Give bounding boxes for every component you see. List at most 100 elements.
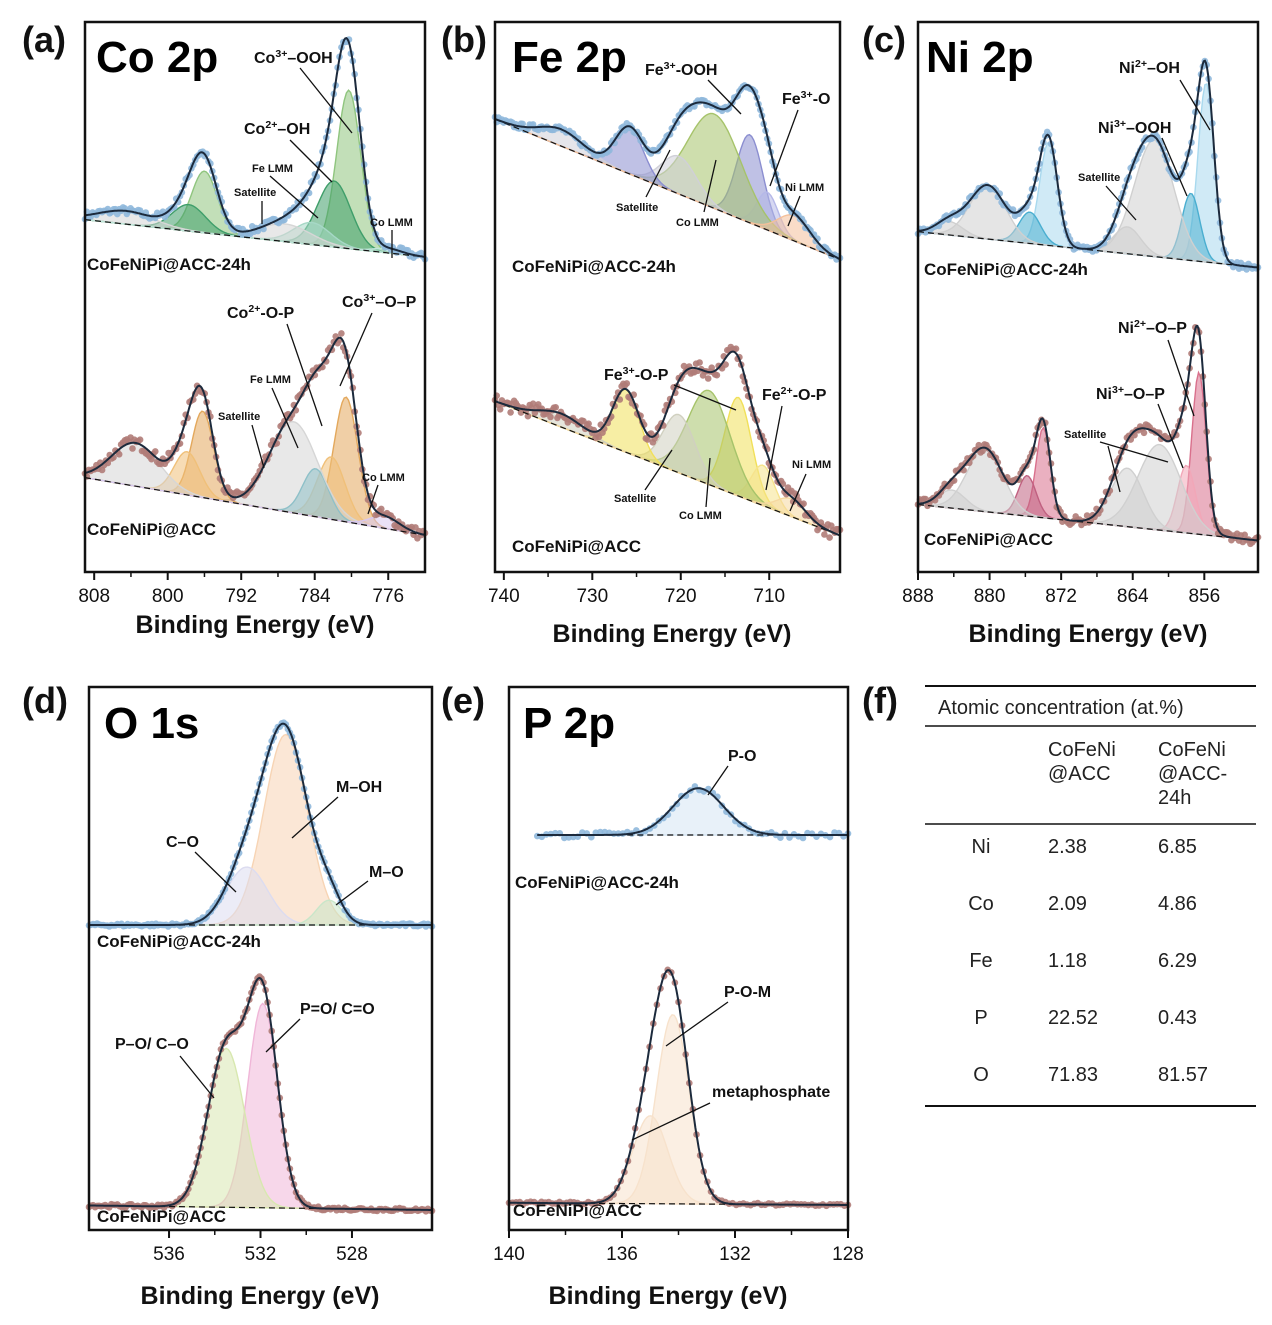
annotation-leader bbox=[665, 1001, 729, 1047]
peak-annotation: M–OH bbox=[336, 779, 382, 796]
annotation-leader bbox=[335, 880, 369, 906]
table-row-element: Co bbox=[968, 893, 994, 915]
x-tick-label: 808 bbox=[78, 586, 110, 607]
annotation-leader bbox=[645, 149, 671, 198]
data-point bbox=[821, 531, 828, 538]
series-acc: CoFeNiPi@ACC bbox=[505, 966, 852, 1220]
annotation-leader bbox=[299, 67, 353, 134]
annotations: Co3+–OOH Co2+–OH Fe LMM Satellite Co LMM Co2+… bbox=[115, 48, 1211, 1141]
table-cell: 81.57 bbox=[1158, 1064, 1208, 1086]
annotation-leader bbox=[339, 312, 373, 387]
annotation-leader bbox=[286, 323, 323, 427]
data-point bbox=[777, 834, 784, 841]
plot-frame bbox=[916, 20, 1260, 574]
annotation-leader bbox=[673, 384, 737, 411]
table-row-element: O bbox=[973, 1064, 989, 1086]
plot-frame bbox=[493, 20, 842, 574]
peak-annotation: Fe3+-O-P bbox=[604, 365, 669, 384]
peak-annotation: Ni2+–OH bbox=[1119, 58, 1180, 77]
x-tick-label: 136 bbox=[606, 1244, 638, 1265]
annotation-leader bbox=[1161, 137, 1188, 197]
data-point bbox=[722, 361, 729, 368]
panel-title: Co 2p bbox=[96, 33, 218, 82]
fit-envelope bbox=[84, 36, 426, 258]
fit-envelope bbox=[84, 336, 426, 536]
fit-envelope bbox=[494, 350, 841, 537]
sample-label: CoFeNiPi@ACC bbox=[97, 1207, 226, 1226]
table-cell: 6.29 bbox=[1158, 950, 1197, 972]
x-tick-label: 880 bbox=[974, 586, 1006, 607]
peak-annotation: Fe3+-OOH bbox=[645, 60, 717, 79]
sample-label: CoFeNiPi@ACC-24h bbox=[512, 257, 676, 276]
panel-title: O 1s bbox=[104, 699, 199, 748]
annotation-leader bbox=[251, 424, 265, 469]
data-point bbox=[524, 412, 532, 420]
fit-envelope bbox=[494, 83, 841, 261]
data-point bbox=[585, 420, 592, 428]
series-24h: CoFeNiPi@ACC-24h bbox=[491, 82, 844, 276]
panel-letter: (c) bbox=[862, 19, 906, 60]
x-tick-label: 536 bbox=[153, 1244, 185, 1265]
data-point bbox=[136, 436, 144, 444]
data-point bbox=[552, 404, 559, 411]
peak-annotation: P-O-M bbox=[724, 984, 771, 1001]
x-tick-label: 776 bbox=[372, 586, 404, 607]
table-cell: 0.43 bbox=[1158, 1007, 1197, 1029]
panel-letter: (e) bbox=[441, 680, 485, 721]
table-row-element: Fe bbox=[969, 950, 992, 972]
data-point bbox=[547, 413, 554, 421]
annotation-leader bbox=[1099, 441, 1169, 463]
panel-letter: (d) bbox=[22, 680, 68, 721]
peak-annotation: Fe LMM bbox=[250, 374, 291, 386]
panel-e: (e) P 2p CoFeNiPi@ACC-24h CoFeNiPi@ACC 140 13… bbox=[441, 680, 864, 1310]
x-tick-label: 710 bbox=[753, 586, 785, 607]
panel-letter: (a) bbox=[22, 19, 66, 60]
x-tick-label: 792 bbox=[225, 586, 257, 607]
baseline-line bbox=[494, 400, 841, 537]
x-axis-label: Binding Energy (eV) bbox=[141, 1282, 380, 1310]
fit-envelope bbox=[509, 969, 848, 1206]
x-tick-label: 528 bbox=[336, 1244, 368, 1265]
panel-title: Ni 2p bbox=[926, 33, 1034, 82]
peak-annotation: M–O bbox=[369, 864, 404, 881]
x-tick-label: 730 bbox=[576, 586, 608, 607]
table-cell: 2.09 bbox=[1048, 893, 1087, 915]
peak-component bbox=[537, 787, 848, 836]
data-point bbox=[799, 834, 807, 842]
annotation-leader bbox=[1105, 185, 1137, 221]
fit-envelope bbox=[89, 976, 432, 1211]
peak-annotation: Co LMM bbox=[679, 510, 722, 522]
peak-annotation: Co LMM bbox=[370, 217, 413, 229]
series-acc: CoFeNiPi@ACC bbox=[85, 973, 436, 1226]
peak-annotation: Co LMM bbox=[362, 472, 405, 484]
panel-title: P 2p bbox=[523, 699, 615, 748]
peak-annotation: Satellite bbox=[1078, 172, 1120, 184]
x-tick-label: 532 bbox=[245, 1244, 277, 1265]
table-column-header: CoFeNi @ACC-24h bbox=[1158, 739, 1227, 809]
x-tick-label: 856 bbox=[1188, 586, 1220, 607]
series-24h: CoFeNiPi@ACC-24h bbox=[515, 783, 852, 892]
peak-annotation: Ni LMM bbox=[792, 459, 831, 471]
data-point bbox=[979, 447, 986, 455]
sample-label: CoFeNiPi@ACC bbox=[512, 537, 641, 556]
peak-annotation: Co2+-O-P bbox=[227, 303, 294, 322]
peak-annotation: Ni3+–OOH bbox=[1098, 118, 1171, 137]
x-tick-label: 740 bbox=[488, 586, 520, 607]
x-tick-label: 888 bbox=[902, 586, 934, 607]
x-axis-label: Binding Energy (eV) bbox=[553, 620, 792, 648]
peak-component bbox=[509, 1014, 848, 1206]
x-tick-label: 800 bbox=[152, 586, 184, 607]
data-point bbox=[129, 445, 136, 452]
data-point bbox=[1140, 429, 1148, 437]
fit-envelope bbox=[918, 324, 1259, 542]
peak-annotation: Satellite bbox=[218, 411, 260, 423]
x-axis-label: Binding Energy (eV) bbox=[549, 1282, 788, 1310]
x-tick-label: 128 bbox=[832, 1244, 864, 1265]
annotation-leader bbox=[265, 1018, 301, 1053]
data-point bbox=[713, 371, 721, 379]
peak-annotation: Co2+–OH bbox=[244, 119, 310, 138]
sample-label: CoFeNiPi@ACC bbox=[924, 530, 1053, 549]
annotation-leader bbox=[1157, 403, 1184, 469]
